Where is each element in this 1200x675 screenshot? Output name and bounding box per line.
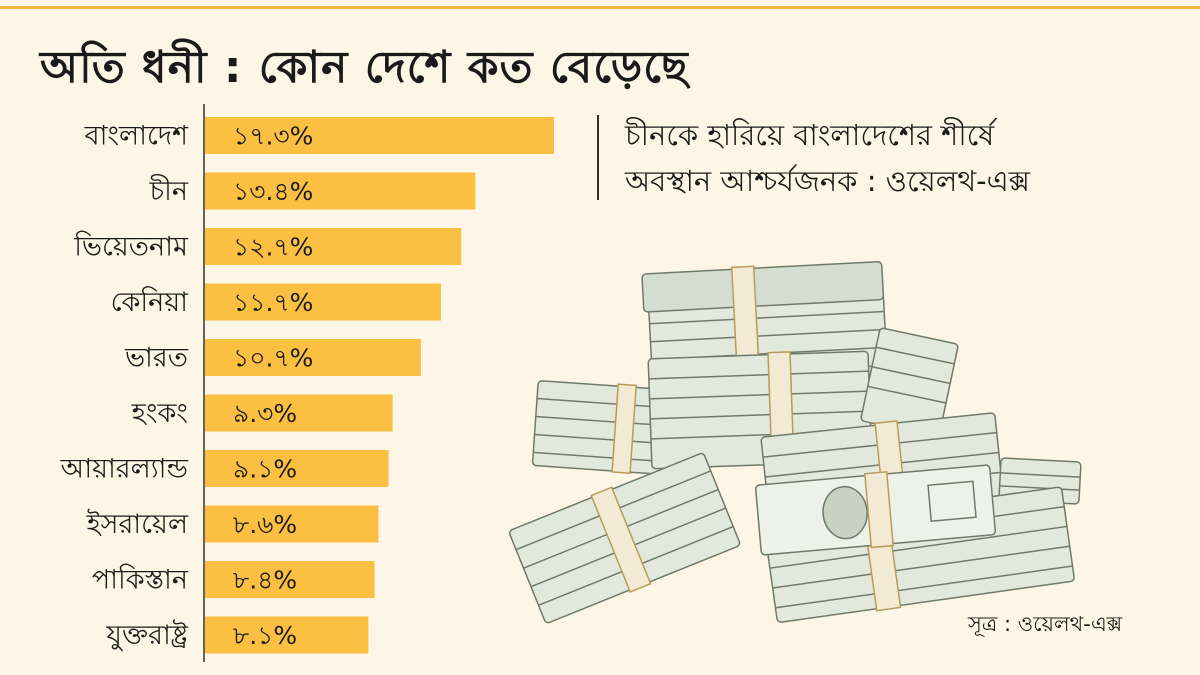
category-label: ভারত [124,343,189,374]
value-label: ১০.৭% [233,344,313,373]
bar-chart: বাংলাদেশ ১৭.৩% চীন ১৩.৪% ভিয়েতনাম ১২.৭% কেনিয… [60,104,554,662]
value-label: ৮.৪% [233,566,297,595]
bar [205,228,462,265]
chart-title: অতি ধনী : কোন দেশে কত বেড়েছে [40,42,689,93]
value-label: ৯.৩% [233,399,297,428]
value-label: ৮.৬% [233,510,297,539]
bar [205,561,375,598]
dollar-bill-top [754,464,997,556]
quote-line-1: চীনকে হারিয়ে বাংলাদেশের শীর্ষে [625,118,995,152]
category-label: হংকং [131,398,188,429]
top-accent-rule [0,6,1200,9]
quote-line-2: অবস্থান আশ্চর্যজনক : ওয়েলথ-এক্স [625,164,1030,198]
category-label: বাংলাদেশ [84,121,189,152]
category-label: চীন [149,174,189,207]
bar [205,505,379,543]
bar [205,339,421,376]
source-note: সূত্র : ওয়েলথ-এক্স [968,612,1123,636]
category-label: ভিয়েতনাম [73,231,189,263]
category-label: কেনিয়া [111,286,190,318]
category-label: আয়ারল্যান্ড [60,454,189,485]
quote-block: চীনকে হারিয়ে বাংলাদেশের শীর্ষে অবস্থান … [625,112,1030,204]
bar [205,394,393,432]
category-label: যুক্তরাষ্ট্র [105,619,188,651]
bar [205,117,554,154]
category-label: ইসরায়েল [86,508,189,540]
value-label: ১৭.৩% [233,122,313,151]
money-stack-left [531,380,669,475]
bar [205,450,389,487]
value-label: ১২.৭% [233,233,313,262]
value-label: ১৩.৪% [233,177,313,206]
bar [205,616,369,654]
category-label: পাকিস্তান [92,564,189,596]
bars-layer: বাংলাদেশ ১৭.৩% চীন ১৩.৪% ভিয়েতনাম ১২.৭% কেনিয… [60,117,554,654]
value-label: ৯.১% [233,455,297,484]
bar [205,283,441,321]
quote-divider [597,115,599,200]
value-label: ১১.৭% [233,288,313,317]
money-stack-front-left [509,452,741,624]
bar [205,172,476,210]
value-label: ৮.১% [233,621,297,650]
